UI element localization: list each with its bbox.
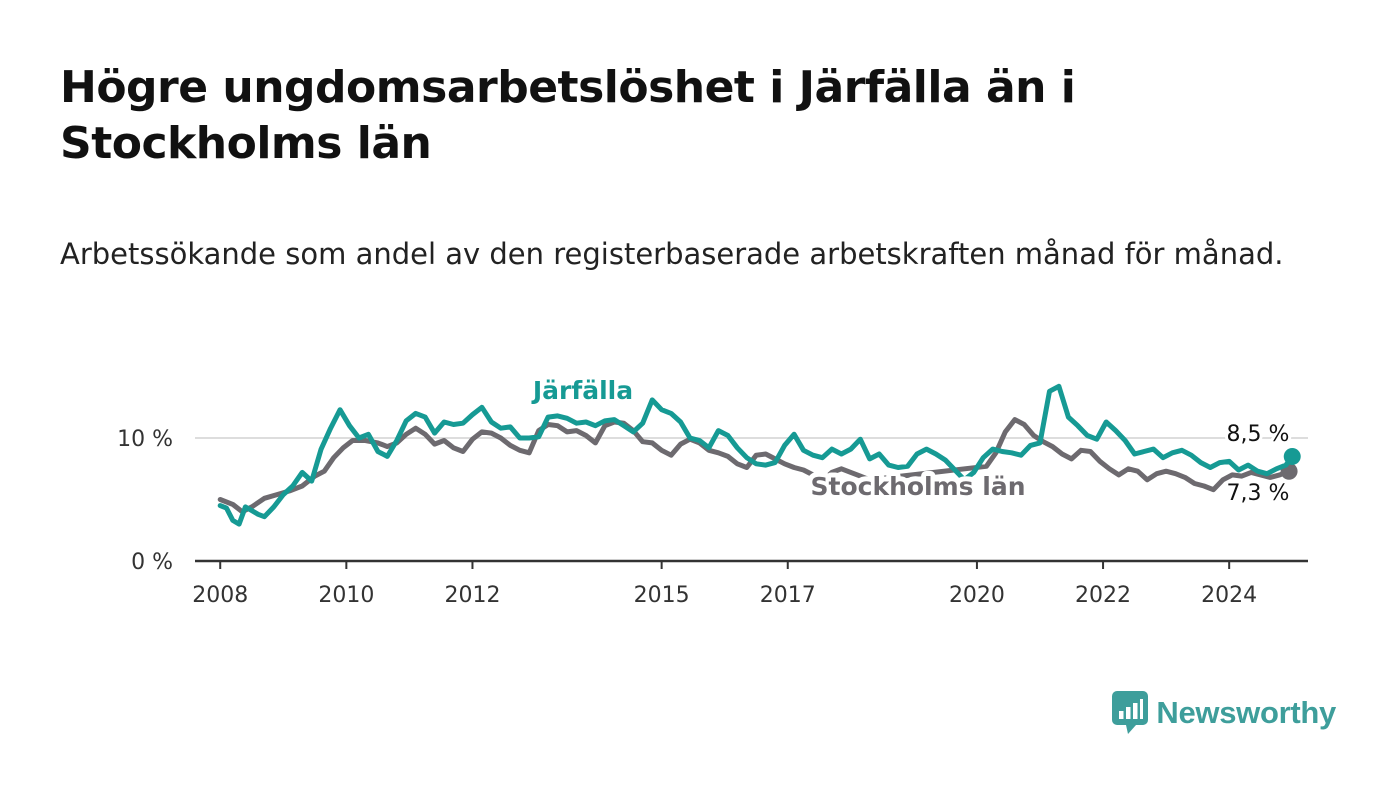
brand-name: Newsworthy: [1156, 695, 1336, 730]
y-tick-label: 10 %: [117, 427, 173, 452]
chart-subtitle: Arbetssökande som andel av den registerb…: [60, 237, 1284, 271]
series-label-halo: Järfälla: [531, 376, 633, 405]
end-value-halo: 8,5 %: [1227, 422, 1290, 447]
line-chart: 0 % 10 % 2008 2010 2012 2015 2017 2020 2022 2024…: [117, 371, 1308, 608]
series-end-point: [1283, 447, 1301, 465]
newsworthy-bar-chart-icon: [1112, 691, 1149, 734]
y-axis-ticks: 0 % 10 %: [117, 427, 173, 575]
series-label: Järfälla: [531, 376, 633, 405]
y-tick-label: 0 %: [131, 550, 173, 575]
series-line: [217, 417, 1292, 515]
chart-title: Högre ungdomsarbetslöshet i Järfälla än …: [60, 62, 1076, 169]
series-lines: [217, 383, 1301, 527]
series-label: Stockholms län: [811, 472, 1026, 501]
x-tick-label: 2010: [318, 583, 374, 608]
x-tick-label: 2017: [760, 583, 816, 608]
series-line: [217, 383, 1295, 527]
end-value-label: 7,3 %: [1227, 481, 1290, 506]
newsworthy-logo[interactable]: Newsworthy: [1112, 690, 1336, 736]
x-tick-label: 2015: [634, 583, 690, 608]
x-tick-label: 2024: [1201, 583, 1257, 608]
end-value-label: 8,5 %: [1227, 422, 1290, 447]
series-label-halo: Stockholms län: [811, 472, 1026, 501]
x-tick-label: 2008: [192, 583, 248, 608]
x-tick-label: 2022: [1075, 583, 1131, 608]
x-tick-label: 2020: [949, 583, 1005, 608]
x-axis-ticks: 2008 2010 2012 2015 2017 2020 2022 2024: [192, 561, 1257, 608]
end-value-halo: 7,3 %: [1227, 481, 1290, 506]
x-tick-label: 2012: [444, 583, 500, 608]
